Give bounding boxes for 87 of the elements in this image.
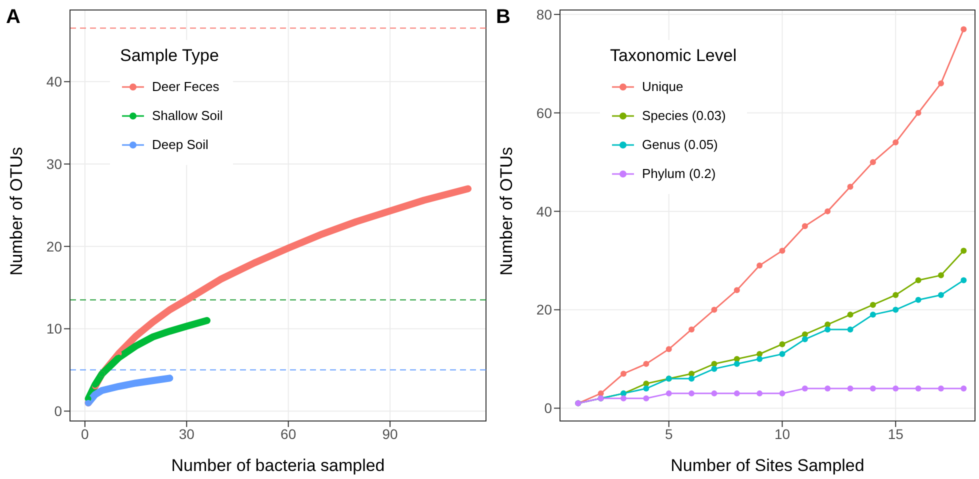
legend-label: Genus (0.05): [642, 137, 718, 152]
point: [892, 139, 899, 146]
point: [734, 390, 740, 396]
y-tick-label: 20: [536, 302, 552, 318]
point: [892, 386, 899, 392]
point: [938, 292, 944, 298]
point: [870, 312, 876, 318]
point: [734, 356, 740, 362]
point: [802, 223, 808, 230]
point: [915, 296, 922, 303]
point: [847, 326, 854, 332]
point: [915, 386, 922, 392]
point: [666, 346, 672, 352]
point: [779, 351, 786, 358]
point: [960, 277, 967, 284]
point: [620, 370, 626, 377]
point: [711, 366, 718, 372]
chart-title: B: [496, 6, 510, 29]
legend-title: Taxonomic Level: [610, 46, 737, 66]
point: [892, 292, 899, 298]
legend-label: Species (0.03): [642, 108, 726, 123]
legend-label: Deep Soil: [152, 137, 208, 152]
y-tick-label: 10: [46, 320, 62, 337]
y-tick-label: 0: [54, 403, 62, 420]
y-tick-label: 40: [46, 74, 62, 90]
x-tick-label: 10: [774, 426, 790, 442]
point: [711, 390, 718, 396]
y-tick-label: 40: [536, 203, 552, 220]
point: [688, 326, 695, 332]
point: [643, 386, 650, 392]
legend-label: Unique: [642, 79, 684, 94]
point: [938, 272, 944, 278]
point: [938, 386, 944, 392]
y-tick-label: 80: [536, 6, 552, 22]
point: [847, 312, 854, 318]
y-axis-title: Number of OTUs: [7, 147, 26, 276]
legend-label: Phylum (0.2): [642, 166, 716, 181]
point: [802, 331, 808, 338]
x-tick-label: 0: [81, 426, 90, 442]
point: [756, 390, 763, 396]
point: [779, 390, 786, 396]
point: [756, 262, 763, 268]
x-tick-label: 15: [888, 426, 904, 442]
point: [643, 360, 650, 367]
y-tick-label: 30: [46, 156, 62, 172]
chart-title: A: [6, 6, 20, 29]
point: [824, 386, 831, 392]
point: [734, 360, 740, 367]
y-tick-label: 0: [544, 400, 552, 416]
x-tick-label: 90: [382, 426, 398, 442]
point: [870, 386, 876, 392]
point: [824, 208, 831, 214]
point: [666, 390, 672, 396]
point: [756, 356, 763, 362]
point: [734, 287, 740, 294]
point: [915, 277, 922, 284]
point: [960, 386, 967, 392]
point: [960, 26, 967, 32]
x-axis-title: Number of Sites Sampled: [670, 456, 864, 475]
y-axis-title: Number of OTUs: [497, 147, 516, 276]
point: [870, 302, 876, 308]
x-tick-label: 5: [664, 426, 673, 442]
point: [779, 248, 786, 254]
legend-title: Sample Type: [120, 46, 220, 66]
point: [915, 110, 922, 116]
point: [802, 386, 808, 392]
point: [847, 386, 854, 392]
point: [847, 184, 854, 190]
point: [711, 306, 718, 313]
point: [870, 159, 876, 166]
point: [960, 248, 967, 254]
point: [643, 395, 650, 402]
point: [688, 390, 695, 396]
x-axis-title: Number of bacteria sampled: [171, 456, 385, 475]
point: [892, 306, 899, 313]
point: [938, 80, 944, 86]
legend-label: Deer Feces: [152, 79, 220, 94]
point: [688, 376, 695, 382]
legend-label: Shallow Soil: [152, 108, 223, 123]
point: [620, 395, 626, 402]
y-tick-label: 60: [536, 104, 552, 121]
point: [802, 336, 808, 342]
x-tick-label: 30: [178, 426, 195, 442]
y-tick-label: 20: [46, 238, 62, 254]
point: [779, 341, 786, 348]
point: [824, 326, 831, 332]
x-tick-label: 60: [280, 426, 296, 442]
